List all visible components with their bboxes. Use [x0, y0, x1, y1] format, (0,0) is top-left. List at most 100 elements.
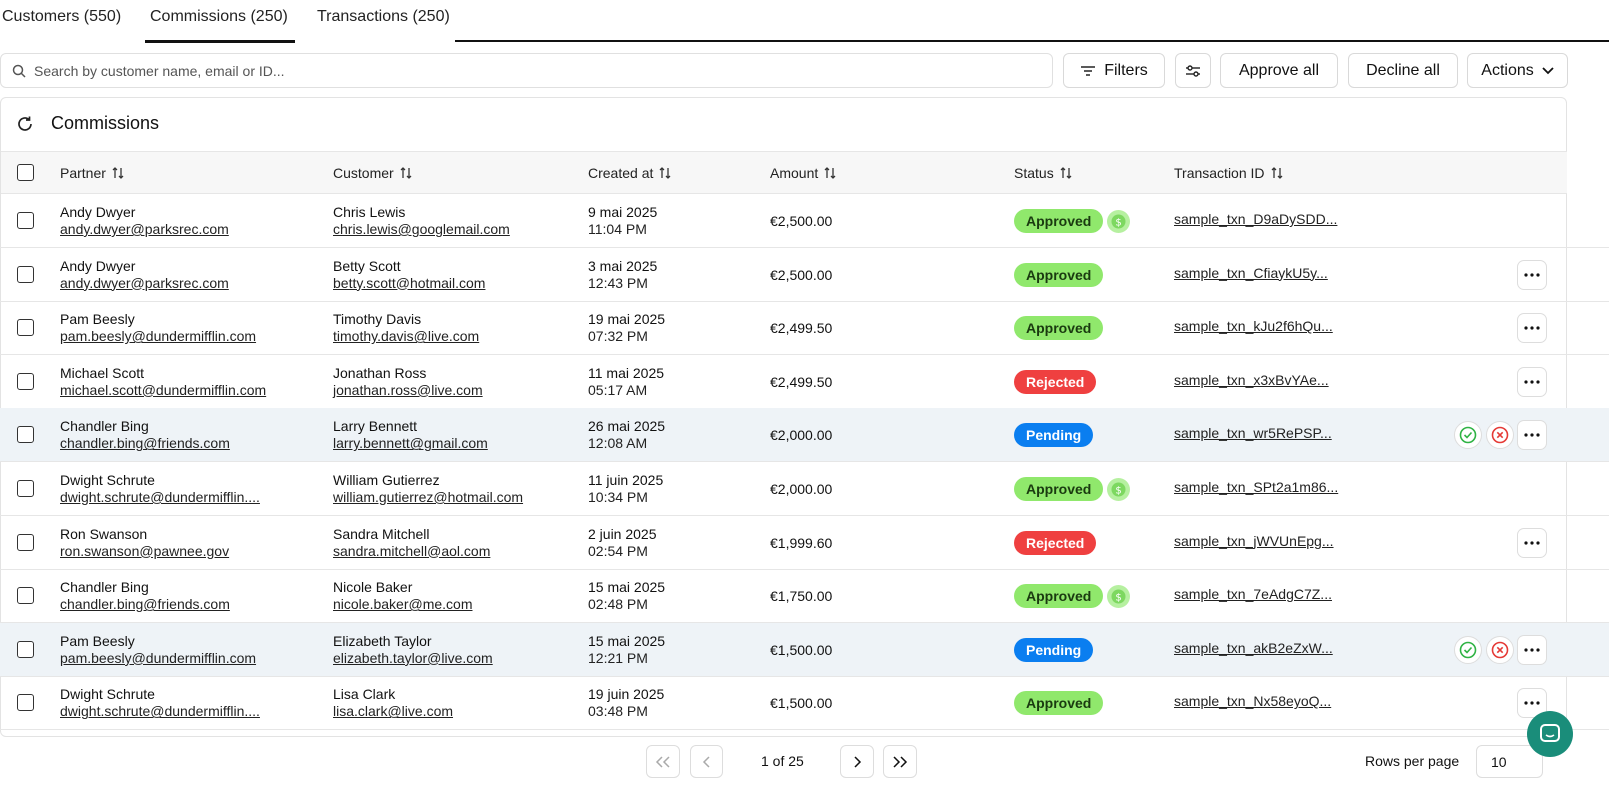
tab[interactable]: Commissions (250) — [150, 8, 288, 25]
approve-button[interactable] — [1454, 635, 1482, 664]
customer-sub[interactable]: jonathan.ross@live.com — [333, 381, 483, 398]
row-checkbox[interactable] — [17, 480, 34, 497]
decline-button[interactable] — [1486, 635, 1514, 664]
row-menu-button[interactable] — [1517, 634, 1547, 665]
partner: Pam Beesly — [60, 632, 135, 649]
partner-sub[interactable]: dwight.schrute@dundermifflin.... — [60, 703, 260, 720]
column-header[interactable]: Amount — [770, 165, 836, 181]
amount: €1,500.00 — [770, 641, 833, 658]
search-box[interactable]: Search by customer name, email or ID... — [0, 53, 1053, 88]
row-checkbox[interactable] — [17, 265, 34, 283]
row-menu-button[interactable] — [1517, 527, 1547, 558]
table-row: Pam Beesly pam.beesly@dundermifflin.com Ti… — [0, 301, 1609, 356]
row-checkbox[interactable] — [17, 372, 34, 390]
rows-per-page-select[interactable]: 10 — [1476, 745, 1543, 778]
partner-sub[interactable]: chandler.bing@friends.com — [60, 596, 230, 613]
partner-sub[interactable]: michael.scott@dundermifflin.com — [60, 381, 267, 398]
button-label: Actions — [1481, 61, 1534, 79]
partner-sub[interactable]: pam.beesly@dundermifflin.com — [60, 649, 257, 666]
prev-page-button[interactable] — [690, 745, 723, 778]
actions-button[interactable]: Actions — [1467, 53, 1568, 88]
customer-sub[interactable]: nicole.baker@me.com — [333, 596, 473, 613]
partner: Chandler Bing — [60, 418, 149, 435]
customer-sub[interactable]: sandra.mitchell@aol.com — [333, 542, 491, 559]
row-menu-button[interactable] — [1517, 313, 1547, 344]
last-page-button[interactable] — [883, 745, 917, 778]
created-at: 19 mai 2025 — [588, 311, 666, 328]
partner-sub[interactable]: chandler.bing@friends.com — [60, 435, 230, 452]
table-header — [1, 151, 1567, 194]
created-at-sub: 07:32 PM — [588, 328, 648, 345]
column-header[interactable]: Partner — [60, 165, 124, 181]
column-label: Customer — [333, 165, 394, 181]
partner-sub[interactable]: pam.beesly@dundermifflin.com — [60, 328, 257, 345]
column-header[interactable]: Created at — [588, 165, 671, 181]
created-at: 9 mai 2025 — [588, 204, 658, 220]
customer-sub[interactable]: larry.bennett@gmail.com — [333, 435, 488, 452]
transaction-id[interactable]: sample_txn_akB2eZxW... — [1174, 639, 1333, 656]
decline-button[interactable] — [1486, 421, 1514, 450]
column-header[interactable]: Customer — [333, 165, 412, 181]
transaction-id[interactable]: sample_txn_SPt2a1m86... — [1174, 479, 1339, 495]
column-header[interactable]: Status — [1014, 165, 1072, 181]
settings-button[interactable] — [1175, 53, 1211, 88]
customer-sub[interactable]: william.gutierrez@hotmail.com — [333, 489, 524, 505]
customer-sub[interactable]: elizabeth.taylor@live.com — [333, 649, 493, 666]
row-checkbox[interactable] — [17, 694, 34, 712]
first-page-button[interactable] — [646, 745, 680, 778]
dots-icon — [1524, 272, 1540, 277]
next-page-button[interactable] — [840, 745, 874, 778]
approve-button[interactable] — [1454, 421, 1482, 450]
select-all-checkbox[interactable] — [17, 164, 34, 181]
dots-icon — [1524, 540, 1540, 545]
created-at-sub: 12:21 PM — [588, 649, 648, 666]
partner-sub[interactable]: andy.dwyer@parksrec.com — [60, 274, 229, 291]
table-row: Andy Dwyer andy.dwyer@parksrec.com Betty S… — [0, 248, 1609, 302]
row-checkbox[interactable] — [17, 426, 34, 444]
amount: €1,999.60 — [770, 534, 833, 551]
partner-sub[interactable]: ron.swanson@pawnee.gov — [60, 542, 230, 559]
transaction-id[interactable]: sample_txn_CfiaykU5y... — [1174, 264, 1328, 281]
approve-all-button[interactable]: Approve all — [1220, 53, 1338, 88]
row-checkbox[interactable] — [17, 640, 34, 658]
row-checkbox[interactable] — [17, 212, 34, 229]
row-checkbox[interactable] — [17, 319, 34, 337]
transaction-id[interactable]: sample_txn_D9aDySDD... — [1174, 211, 1338, 227]
refresh-icon[interactable] — [16, 115, 34, 133]
transaction-id[interactable]: sample_txn_kJu2f6hQu... — [1174, 318, 1333, 335]
customer: Sandra Mitchell — [333, 525, 430, 542]
transaction-id[interactable]: sample_txn_Nx58eyoQ... — [1174, 693, 1332, 710]
decline-all-button[interactable]: Decline all — [1348, 53, 1458, 88]
sort-icon — [1271, 167, 1282, 179]
customer-sub[interactable]: chris.lewis@googlemail.com — [333, 221, 510, 237]
row-checkbox[interactable] — [17, 587, 34, 605]
icon — [854, 755, 862, 768]
customer-sub[interactable]: betty.scott@hotmail.com — [333, 274, 486, 291]
status-badge: Approved — [1014, 262, 1104, 287]
table-row: Dwight Schrute dwight.schrute@dundermiffl… — [0, 462, 1609, 516]
row-menu-button[interactable] — [1517, 259, 1547, 290]
status-badge: Pending — [1014, 637, 1094, 662]
select-value: 10 — [1491, 754, 1507, 770]
partner-sub[interactable]: dwight.schrute@dundermifflin.... — [60, 489, 260, 505]
filters-button[interactable]: Filters — [1063, 53, 1165, 88]
tab[interactable]: Transactions (250) — [317, 8, 450, 25]
dots-icon — [1524, 326, 1540, 330]
row-checkbox[interactable] — [17, 533, 34, 551]
row-menu-button[interactable] — [1517, 420, 1547, 451]
transaction-id[interactable]: sample_txn_7eAdgC7Z... — [1174, 586, 1332, 603]
dollar-icon: $ — [1111, 214, 1126, 229]
transaction-id[interactable]: sample_txn_x3xBvYAe... — [1174, 371, 1329, 388]
transaction-id[interactable]: sample_txn_jWVUnEpg... — [1174, 532, 1334, 549]
column-header[interactable]: Transaction ID — [1174, 165, 1283, 181]
tab[interactable]: Customers (550) — [2, 8, 122, 25]
transaction-id[interactable]: sample_txn_wr5RePSP... — [1174, 425, 1332, 442]
chat-launcher[interactable] — [1527, 711, 1573, 757]
customer-sub[interactable]: lisa.clark@live.com — [333, 703, 454, 720]
customer: Elizabeth Taylor — [333, 632, 432, 649]
created-at-sub: 02:54 PM — [588, 542, 648, 559]
row-menu-button[interactable] — [1517, 366, 1547, 397]
customer-sub[interactable]: timothy.davis@live.com — [333, 328, 480, 345]
rows-per-page-label: Rows per page — [1365, 753, 1460, 769]
partner-sub[interactable]: andy.dwyer@parksrec.com — [60, 221, 229, 237]
